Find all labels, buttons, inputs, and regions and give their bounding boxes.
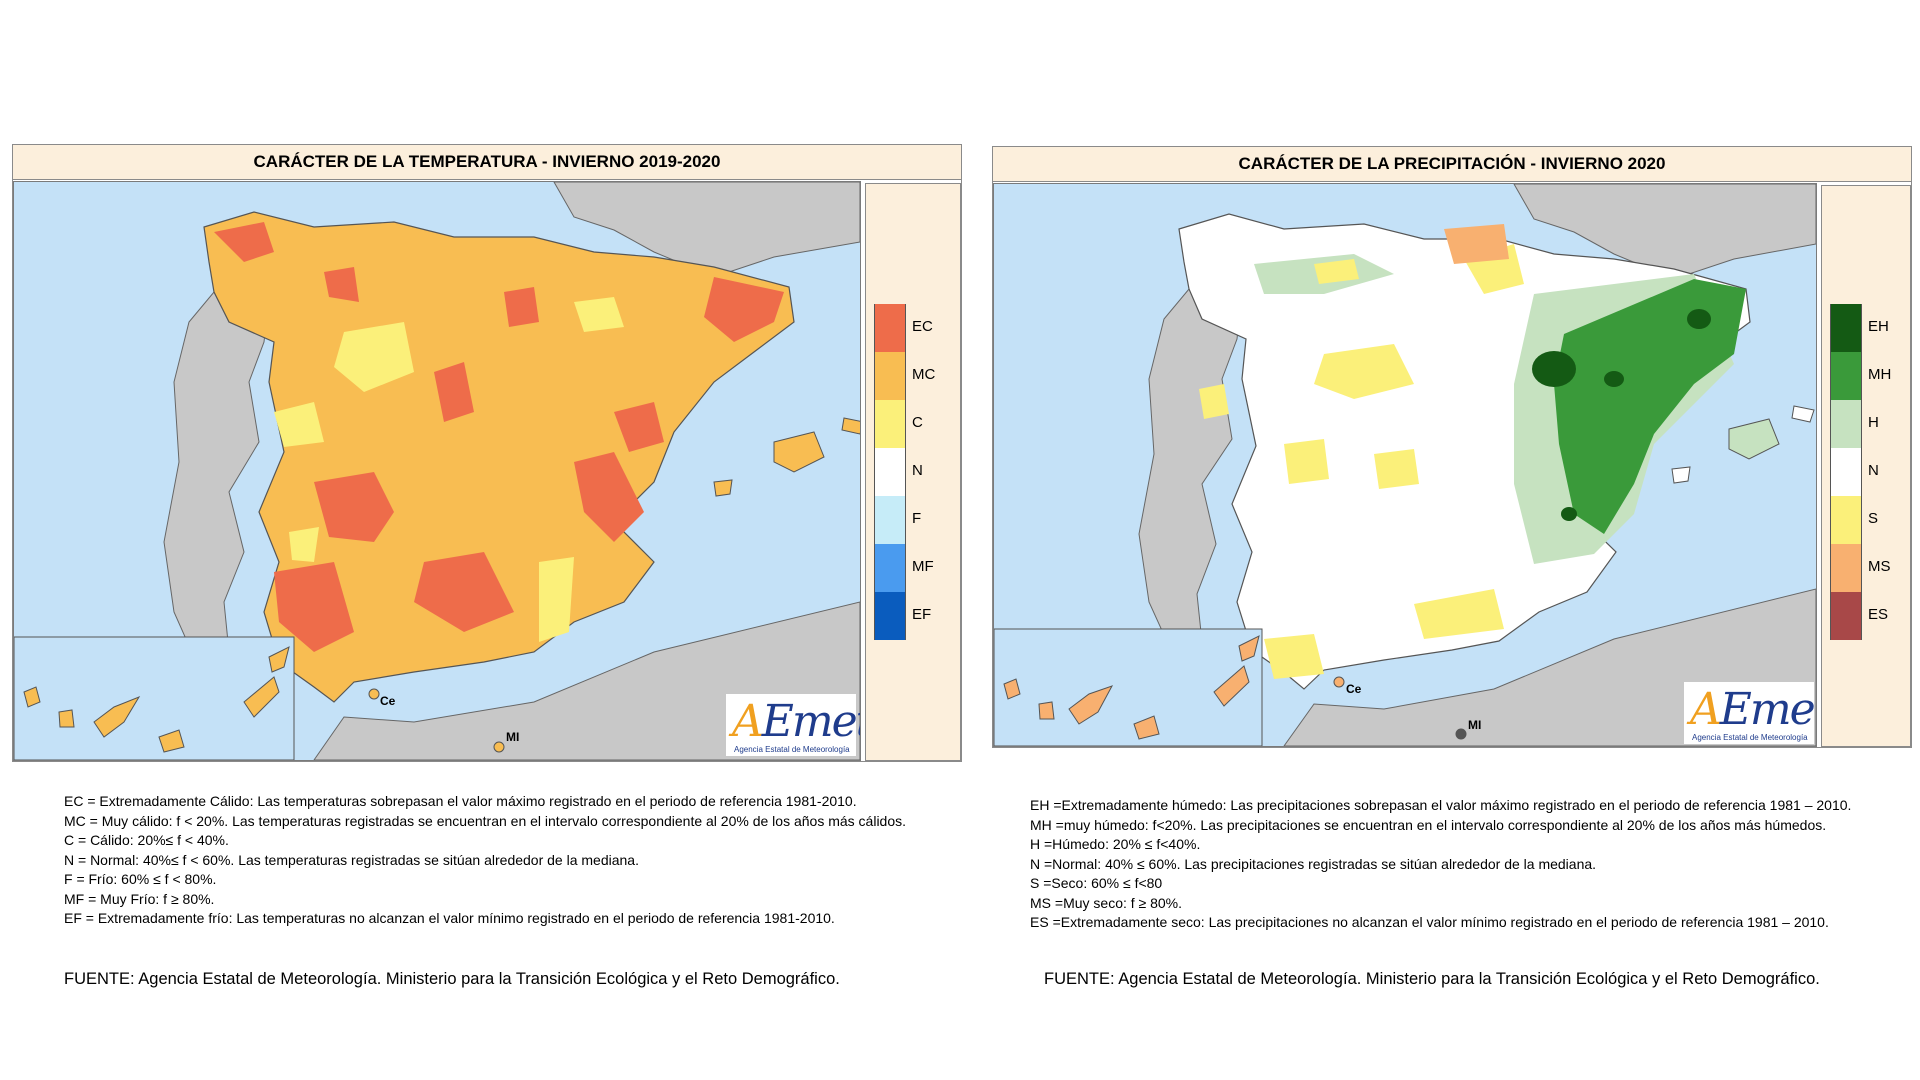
temperature-source: FUENTE: Agencia Estatal de Meteorología.… xyxy=(64,970,840,988)
precipitation-map-panel: CARÁCTER DE LA PRECIPITACIÓN - INVIERNO … xyxy=(992,146,1912,748)
legend-swatch xyxy=(874,544,906,592)
note-mf: MF = Muy Frío: f ≥ 80%. xyxy=(64,890,215,907)
legend-swatch xyxy=(1830,352,1862,400)
legend-swatch xyxy=(874,400,906,448)
legend-item-mf: MF xyxy=(874,544,964,592)
legend-item-c: C xyxy=(874,400,964,448)
note-mc: MC = Muy cálido: f < 20%. Las temperatur… xyxy=(64,812,907,829)
legend-item-f: F xyxy=(874,496,964,544)
temperature-map-panel: CARÁCTER DE LA TEMPERATURA - INVIERNO 20… xyxy=(12,144,962,762)
note-n: N = Normal: 40%≤ f < 60%. Las temperatur… xyxy=(64,851,639,868)
precipitation-source: FUENTE: Agencia Estatal de Meteorología.… xyxy=(1044,970,1820,988)
note-f: F = Frío: 60% ≤ f < 80%. xyxy=(64,871,217,887)
melilla-label: MI xyxy=(1468,718,1482,732)
legend-item-ms: MS xyxy=(1830,544,1920,592)
note-n: N =Normal: 40% ≤ 60%. Las precipitacione… xyxy=(1030,855,1597,872)
legend-swatch xyxy=(874,592,906,640)
note-s: S =Seco: 60% ≤ f<80 xyxy=(1030,875,1163,891)
legend-swatch xyxy=(1830,448,1862,496)
legend-item-eh: EH xyxy=(1830,304,1920,352)
legend-swatch xyxy=(1830,304,1862,352)
legend-swatch xyxy=(874,352,906,400)
temperature-map-title: CARÁCTER DE LA TEMPERATURA - INVIERNO 20… xyxy=(13,145,961,180)
legend-item-mh: MH xyxy=(1830,352,1920,400)
legend-swatch xyxy=(1830,400,1862,448)
note-eh: EH =Extremadamente húmedo: Las precipita… xyxy=(1030,797,1852,813)
temperature-map: Ce MI AEmet Agencia Estatal de Meteorolo… xyxy=(13,181,861,761)
legend-item-es: ES xyxy=(1830,592,1920,640)
ceuta-label: Ce xyxy=(1346,682,1362,696)
note-ec: EC = Extremadamente Cálido: Las temperat… xyxy=(64,793,857,809)
legend-item-h: H xyxy=(1830,400,1920,448)
note-mh: MH =muy húmedo: f<20%. Las precipitacion… xyxy=(1030,816,1827,833)
note-ef: EF = Extremadamente frío: Las temperatur… xyxy=(64,910,835,926)
ceuta-label: Ce xyxy=(380,694,396,708)
legend-item-n: N xyxy=(874,448,964,496)
note-c: C = Cálido: 20%≤ f < 40%. xyxy=(64,832,229,848)
melilla-label: MI xyxy=(506,730,520,744)
note-es: ES =Extremadamente seco: Las precipitaci… xyxy=(1030,914,1829,930)
note-h: H =Húmedo: 20% ≤ f<40%. xyxy=(1030,836,1201,852)
legend-swatch xyxy=(874,448,906,496)
legend-item-mc: MC xyxy=(874,352,964,400)
precipitation-map-title: CARÁCTER DE LA PRECIPITACIÓN - INVIERNO … xyxy=(993,147,1911,182)
temperature-notes: EC = Extremadamente Cálido: Las temperat… xyxy=(64,792,954,929)
legend-swatch xyxy=(1830,544,1862,592)
aemet-logo: AEmet Agencia Estatal de Meteorología xyxy=(726,694,860,756)
legend-item-n: N xyxy=(1830,448,1920,496)
legend-swatch xyxy=(1830,496,1862,544)
legend-swatch xyxy=(874,304,906,352)
precipitation-notes: EH =Extremadamente húmedo: Las precipita… xyxy=(1030,796,1910,933)
legend-item-ec: EC xyxy=(874,304,964,352)
legend-swatch xyxy=(874,496,906,544)
legend-item-s: S xyxy=(1830,496,1920,544)
legend-swatch xyxy=(1830,592,1862,640)
precipitation-map: Ce MI AEmet Agencia Estatal de Meteorolo… xyxy=(993,183,1817,747)
aemet-logo: AEmet Agencia Estatal de Meteorología xyxy=(1684,682,1816,744)
temperature-legend: EC MC C N F MF EF xyxy=(865,183,961,761)
note-ms: MS =Muy seco: f ≥ 80%. xyxy=(1030,894,1183,911)
legend-item-ef: EF xyxy=(874,592,964,640)
precipitation-legend: EH MH H N S MS ES xyxy=(1821,185,1911,747)
